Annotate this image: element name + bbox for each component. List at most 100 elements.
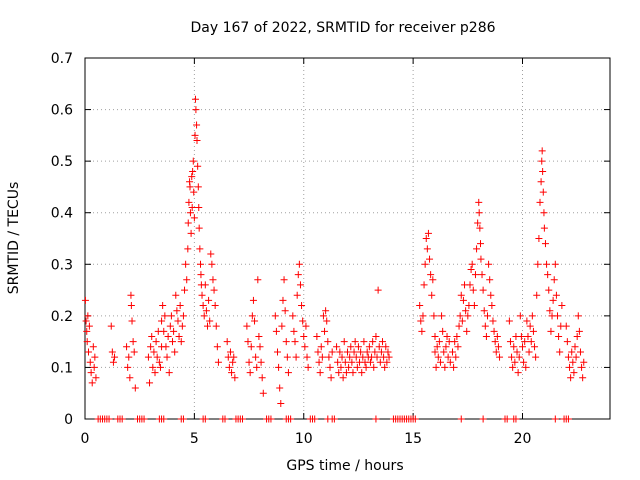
data-point: [540, 224, 548, 232]
data-point: [206, 317, 214, 325]
data-point: [519, 343, 526, 351]
data-point: [191, 131, 199, 139]
data-point: [511, 358, 519, 366]
data-point: [531, 343, 539, 351]
data-point: [193, 137, 201, 145]
data-point: [572, 353, 580, 361]
data-point: [478, 271, 486, 279]
data-point: [192, 106, 200, 114]
data-point: [574, 312, 582, 320]
data-point: [527, 338, 535, 346]
data-point: [435, 338, 443, 346]
data-point: [156, 363, 164, 371]
data-point: [490, 327, 498, 335]
data-point: [373, 353, 381, 361]
data-point: [535, 235, 543, 242]
data-point: [558, 302, 566, 310]
data-point: [417, 317, 425, 325]
data-point: [429, 276, 437, 284]
data-point: [188, 204, 196, 212]
data-point: [179, 415, 187, 423]
data-point: [576, 348, 584, 356]
data-point: [382, 343, 390, 351]
data-point: [184, 219, 192, 227]
data-point: [536, 198, 544, 206]
y-tick-label: 0.3: [51, 257, 73, 273]
data-point: [470, 302, 478, 310]
data-point: [201, 281, 209, 289]
data-point: [231, 374, 239, 382]
data-point: [354, 343, 362, 351]
data-point: [281, 307, 289, 315]
data-point: [449, 348, 456, 356]
data-point: [550, 276, 558, 284]
data-point: [193, 121, 201, 129]
data-point: [188, 173, 196, 181]
data-point: [313, 332, 321, 340]
data-point: [292, 353, 300, 361]
data-point: [487, 291, 495, 299]
data-point: [383, 358, 391, 366]
data-point: [426, 255, 434, 263]
data-point: [126, 374, 134, 382]
data-point: [299, 317, 307, 325]
data-point: [439, 327, 447, 335]
data-point: [183, 276, 191, 284]
data-point: [129, 338, 137, 346]
y-tick-label: 0.4: [51, 206, 73, 222]
data-point: [174, 317, 182, 325]
data-point: [189, 167, 197, 175]
data-point: [546, 307, 554, 315]
data-point: [298, 302, 306, 310]
data-point: [162, 343, 170, 351]
data-point: [418, 327, 426, 335]
data-point: [345, 363, 353, 371]
data-point: [529, 327, 537, 335]
data-point: [579, 374, 587, 382]
data-point: [352, 353, 360, 361]
data-point: [477, 255, 485, 263]
data-point: [165, 369, 173, 377]
data-point: [82, 317, 90, 325]
data-point: [245, 358, 253, 366]
data-point: [421, 260, 429, 268]
data-point: [161, 312, 169, 320]
data-point: [251, 317, 259, 325]
data-point: [462, 307, 470, 315]
data-point: [432, 363, 440, 371]
data-point: [335, 369, 343, 377]
data-point: [164, 332, 172, 340]
data-point: [564, 415, 572, 423]
x-tick-label: 5: [190, 431, 199, 447]
data-point: [538, 157, 546, 165]
data-point: [479, 415, 487, 423]
data-point: [471, 271, 479, 279]
data-point: [475, 209, 483, 217]
data-point: [520, 358, 528, 366]
data-point: [430, 312, 438, 320]
data-point: [184, 245, 192, 253]
data-point: [357, 348, 365, 356]
data-point: [254, 276, 262, 284]
data-point: [252, 353, 260, 361]
data-point: [300, 332, 308, 340]
data-point: [247, 343, 255, 351]
data-point: [522, 363, 530, 371]
data-point: [457, 415, 465, 423]
data-point: [545, 286, 553, 294]
data-point: [160, 415, 168, 423]
data-point: [92, 374, 100, 382]
data-point: [515, 353, 523, 361]
data-point: [194, 162, 202, 170]
data-point: [353, 363, 361, 371]
data-point: [322, 307, 330, 315]
chart-title: Day 167 of 2022, SRMTID for receiver p28…: [190, 20, 495, 36]
x-axis-label: GPS time / hours: [286, 458, 403, 474]
data-point: [212, 322, 220, 330]
x-tick-label: 0: [81, 431, 90, 447]
data-point: [107, 322, 115, 330]
y-tick-label: 0.6: [51, 103, 73, 119]
data-point: [544, 271, 552, 279]
data-point: [282, 338, 290, 346]
